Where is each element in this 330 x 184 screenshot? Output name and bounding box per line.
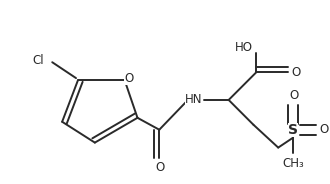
Text: CH₃: CH₃ — [282, 157, 304, 170]
Text: HN: HN — [185, 93, 203, 106]
Text: O: O — [291, 66, 301, 79]
Text: O: O — [156, 161, 165, 174]
Text: O: O — [124, 72, 133, 85]
Text: Cl: Cl — [33, 54, 44, 67]
Text: O: O — [319, 123, 328, 136]
Text: HO: HO — [235, 41, 252, 54]
Text: S: S — [288, 123, 298, 137]
Text: O: O — [289, 89, 299, 102]
